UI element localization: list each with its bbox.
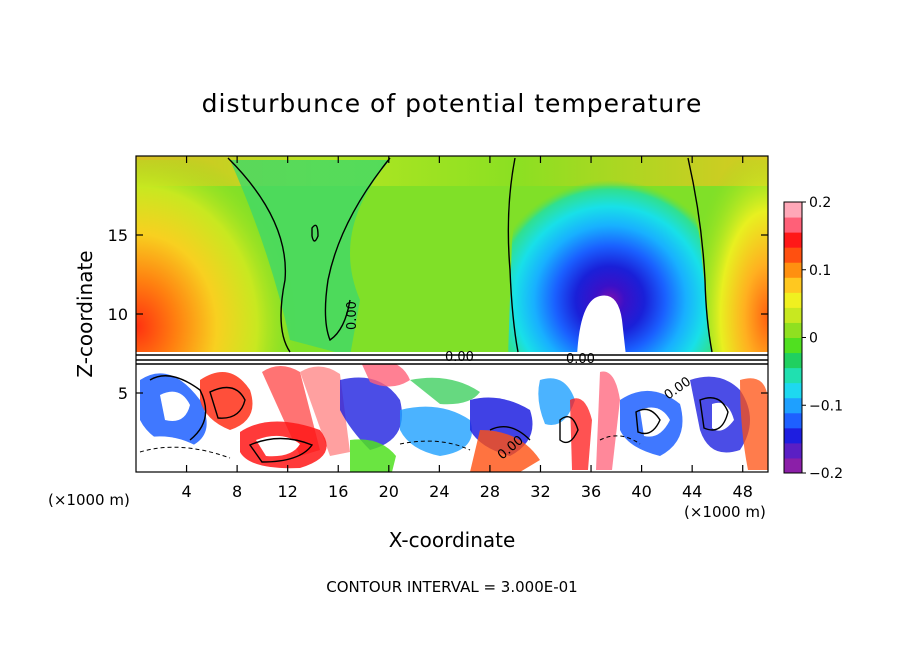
x-tick-label: 36 <box>581 482 601 501</box>
colorbar-swatch <box>784 337 802 354</box>
colorbar-tick-label: −0.2 <box>809 466 843 482</box>
turbulent-eddies <box>136 359 768 472</box>
x-tick-label: 4 <box>181 482 191 501</box>
colorbar-swatch <box>784 397 802 414</box>
x-tick-label: 40 <box>631 482 651 501</box>
y-tick-label: 15 <box>108 226 128 245</box>
field-white-cap <box>577 295 626 356</box>
colorbar: 0.2 0.1 0 −0.1 −0.2 <box>783 195 843 482</box>
x-tick-label: 24 <box>429 482 449 501</box>
y-axis: 5 10 15 <box>108 226 768 403</box>
colorbar-swatch <box>784 217 802 233</box>
colorbar-swatch <box>784 277 802 293</box>
colorbar-swatch <box>784 292 802 308</box>
contour-label: 0.00 <box>445 350 474 365</box>
colorbar-swatch <box>784 382 802 399</box>
contour-interval-note: CONTOUR INTERVAL = 3.000E-01 <box>326 578 577 596</box>
x-tick-label: 44 <box>682 482 702 501</box>
x-unit-left: (×1000 m) <box>48 491 130 509</box>
contour-label: 0.00 <box>566 352 595 367</box>
colorbar-swatch <box>784 232 802 248</box>
contour-lines <box>149 157 729 463</box>
y-axis-label: Z-coordinate <box>73 250 97 377</box>
chart-title: disturbunce of potential temperature <box>202 89 703 118</box>
contour-dashed <box>139 435 641 459</box>
y-tick-label: 5 <box>118 384 128 403</box>
x-tick-label: 16 <box>328 482 348 501</box>
x-axis: 4 8 12 16 20 24 28 32 36 40 44 48 <box>181 156 753 501</box>
x-unit-right: (×1000 m) <box>684 503 766 521</box>
x-axis-label: X-coordinate <box>389 528 516 552</box>
x-tick-label: 32 <box>530 482 550 501</box>
colorbar-swatch <box>784 202 802 218</box>
x-tick-label: 12 <box>278 482 298 501</box>
plot-area: 0.00 0.00 0.00 0.00 0.00 <box>136 156 768 472</box>
colorbar-swatch <box>784 412 802 429</box>
colorbar-tick-label: 0.1 <box>809 263 831 279</box>
colorbar-swatch <box>784 367 802 384</box>
field-zero-column <box>230 160 390 356</box>
interface-lines <box>136 354 768 365</box>
colorbar-tick-label: −0.1 <box>809 398 843 414</box>
x-tick-label: 20 <box>379 482 399 501</box>
colorbar-swatch <box>784 457 802 474</box>
colorbar-swatch <box>784 307 802 323</box>
contour-label: 0.00 <box>345 301 360 330</box>
colorbar-tick-label: 0 <box>809 331 818 347</box>
colorbar-swatch <box>784 427 802 444</box>
y-tick-label: 10 <box>108 305 128 324</box>
x-tick-label: 48 <box>733 482 753 501</box>
colorbar-swatch <box>784 262 802 278</box>
colorbar-swatch <box>784 247 802 263</box>
colorbar-swatch <box>784 322 802 338</box>
field-cold-plume <box>508 156 712 356</box>
colorbar-swatch <box>784 442 802 459</box>
x-tick-label: 28 <box>480 482 500 501</box>
colorbar-swatch <box>784 352 802 369</box>
colorbar-tick-label: 0.2 <box>809 195 831 211</box>
x-tick-label: 8 <box>232 482 242 501</box>
